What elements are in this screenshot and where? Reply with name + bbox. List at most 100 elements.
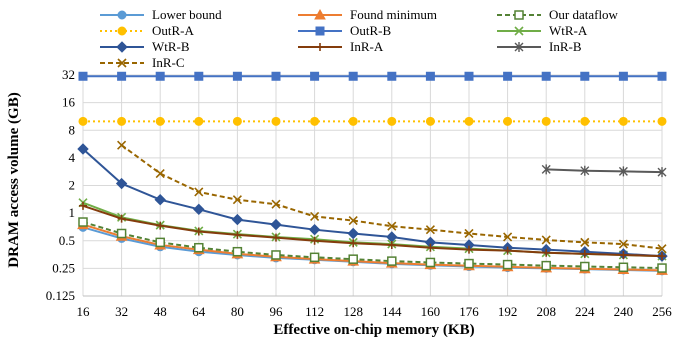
series-line bbox=[82, 221, 663, 270]
data-point bbox=[580, 261, 590, 272]
data-point bbox=[387, 116, 397, 126]
data-point bbox=[580, 71, 590, 81]
x-tick-label: 96 bbox=[270, 304, 284, 319]
legend-item: InR-B bbox=[497, 39, 582, 54]
data-point bbox=[194, 116, 204, 126]
x-tick-label: 128 bbox=[343, 304, 363, 319]
data-point bbox=[349, 239, 358, 248]
y-tick-label: 8 bbox=[69, 122, 76, 137]
legend: Lower bound Found minimum Our dataflow OutR… bbox=[100, 7, 619, 70]
data-point bbox=[78, 217, 88, 227]
legend-marker bbox=[514, 10, 524, 20]
data-point bbox=[194, 227, 203, 236]
data-point bbox=[271, 199, 281, 209]
data-point bbox=[310, 71, 320, 81]
data-point bbox=[619, 250, 628, 259]
series-line bbox=[546, 168, 663, 174]
legend-label: InR-B bbox=[549, 39, 582, 54]
data-point bbox=[232, 116, 242, 126]
data-point bbox=[426, 243, 435, 252]
legend-marker bbox=[117, 58, 127, 68]
x-tick-label: 144 bbox=[382, 304, 402, 319]
data-point bbox=[78, 71, 88, 81]
data-point bbox=[580, 249, 589, 258]
data-point bbox=[309, 252, 320, 263]
legend-marker bbox=[316, 43, 324, 51]
data-point bbox=[271, 250, 281, 260]
data-point bbox=[541, 116, 551, 126]
data-point bbox=[194, 187, 204, 197]
legend-item: Our dataflow bbox=[497, 7, 619, 22]
data-point bbox=[580, 165, 590, 176]
legend-item: OutR-B bbox=[298, 23, 392, 38]
legend-marker bbox=[514, 26, 524, 36]
series-our-dataflow bbox=[78, 217, 667, 273]
data-point bbox=[270, 218, 282, 231]
data-point bbox=[503, 232, 513, 242]
series-inr-a bbox=[79, 201, 666, 261]
x-tick-label: 192 bbox=[498, 304, 518, 319]
series-inr-c bbox=[117, 140, 667, 254]
data-point bbox=[387, 71, 397, 81]
data-point bbox=[156, 221, 165, 230]
data-point bbox=[618, 71, 628, 81]
data-point bbox=[310, 211, 320, 222]
data-point bbox=[117, 140, 127, 150]
data-point bbox=[657, 116, 667, 126]
legend-label: Our dataflow bbox=[549, 7, 619, 22]
x-tick-label: 256 bbox=[652, 304, 672, 319]
data-point bbox=[194, 242, 204, 253]
data-point bbox=[503, 71, 513, 81]
data-point bbox=[117, 71, 127, 81]
data-point bbox=[308, 223, 321, 236]
data-point bbox=[542, 248, 551, 257]
data-point bbox=[658, 252, 666, 261]
data-point bbox=[155, 237, 165, 248]
x-tick-label: 224 bbox=[575, 304, 595, 319]
data-point bbox=[425, 257, 436, 268]
y-tick-label: 2 bbox=[69, 178, 76, 193]
data-point bbox=[116, 228, 127, 239]
x-tick-label: 80 bbox=[231, 304, 244, 319]
data-point bbox=[79, 201, 87, 210]
data-point bbox=[155, 168, 165, 179]
y-axis-title: DRAM access volume (GB) bbox=[6, 92, 22, 267]
data-point bbox=[541, 260, 551, 271]
data-point bbox=[310, 236, 319, 245]
data-point bbox=[657, 263, 667, 273]
series-line bbox=[82, 148, 663, 258]
data-point bbox=[425, 116, 435, 126]
data-point bbox=[117, 214, 126, 223]
data-point bbox=[541, 164, 551, 175]
data-point bbox=[231, 213, 244, 226]
data-point bbox=[387, 240, 396, 249]
data-point bbox=[272, 233, 280, 242]
data-point bbox=[464, 71, 474, 81]
data-point bbox=[618, 239, 628, 249]
series-layer bbox=[77, 71, 668, 276]
data-point bbox=[580, 237, 590, 247]
legend-label: OutR-B bbox=[350, 23, 392, 38]
data-point bbox=[464, 116, 474, 126]
data-point bbox=[425, 71, 435, 81]
legend-marker bbox=[117, 10, 127, 20]
data-point bbox=[78, 116, 88, 126]
series-inr-b bbox=[541, 164, 667, 178]
legend-label: Found minimum bbox=[350, 7, 437, 22]
data-point bbox=[464, 258, 474, 269]
x-tick-label: 160 bbox=[421, 304, 441, 319]
data-point bbox=[233, 230, 242, 239]
legend-item: InR-A bbox=[298, 39, 384, 54]
data-point bbox=[618, 262, 629, 273]
x-tick-label: 48 bbox=[154, 304, 167, 319]
data-point bbox=[194, 71, 204, 81]
data-point bbox=[618, 116, 628, 126]
legend-marker bbox=[315, 26, 325, 36]
y-tick-label: 32 bbox=[62, 67, 75, 82]
legend-label: Lower bound bbox=[152, 7, 222, 22]
y-tick-label: 0.5 bbox=[59, 233, 75, 248]
legend-marker bbox=[117, 26, 127, 36]
y-tick-label: 16 bbox=[62, 95, 76, 110]
x-tick-label: 64 bbox=[192, 304, 206, 319]
